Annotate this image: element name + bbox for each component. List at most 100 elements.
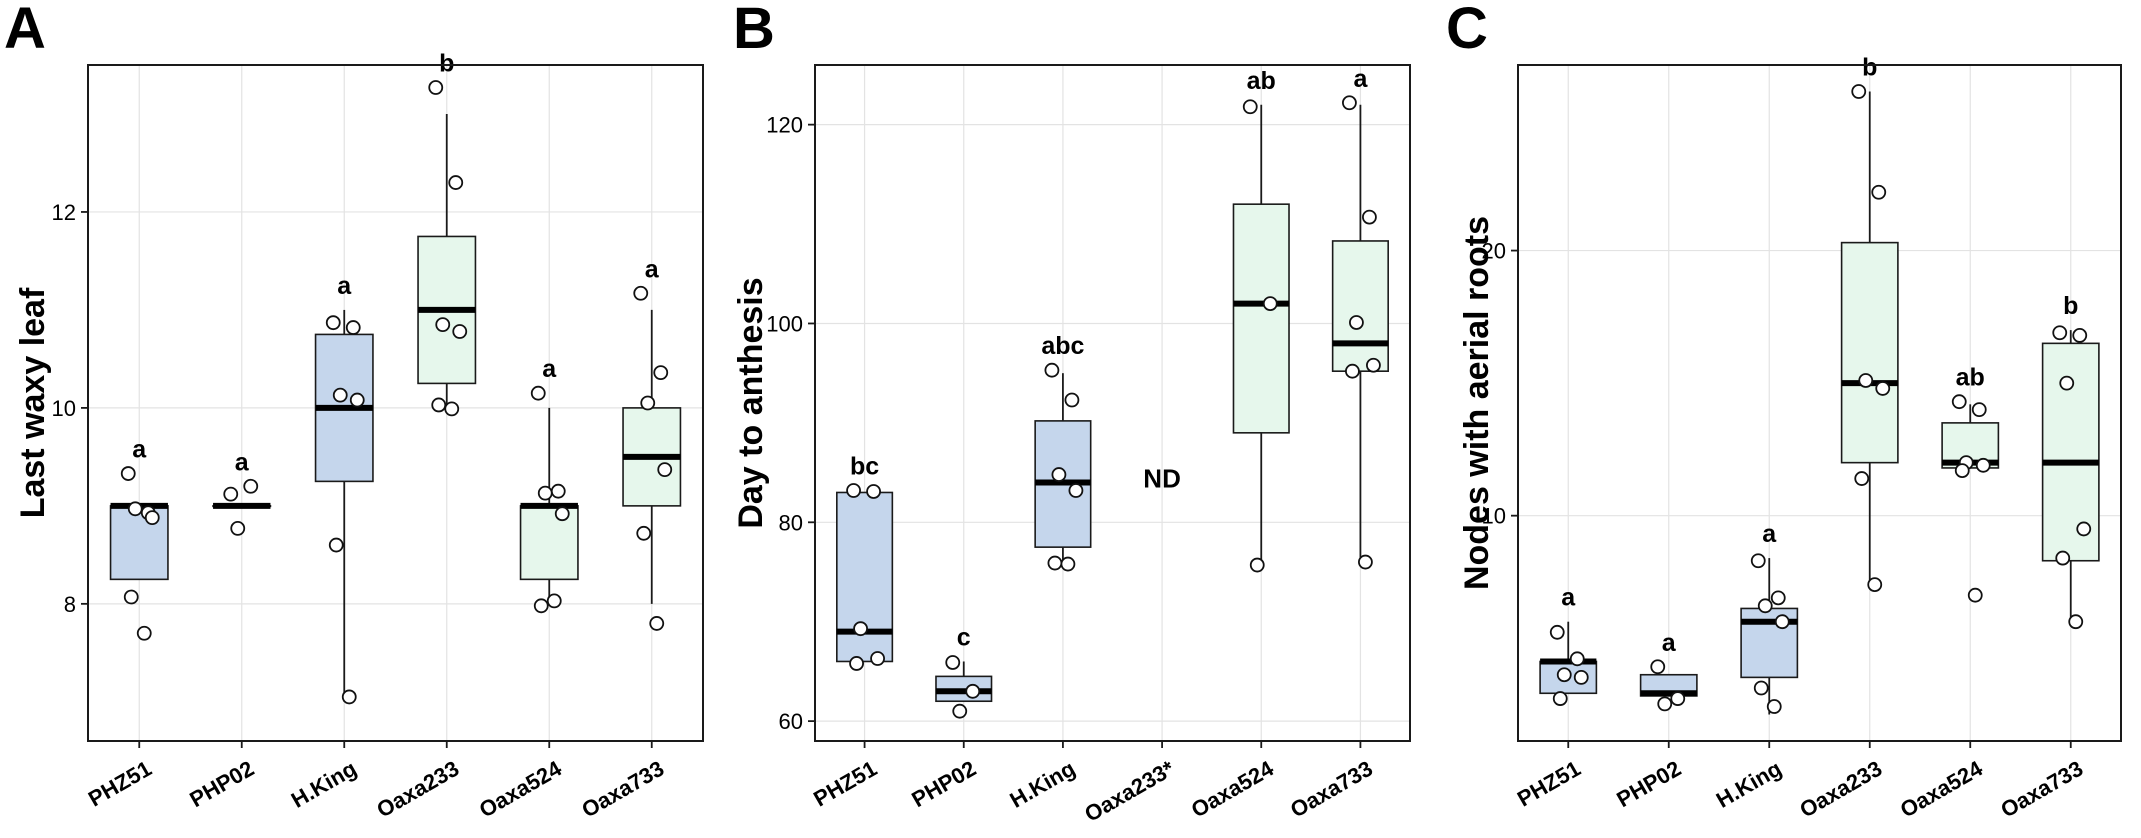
data-point	[530, 385, 546, 401]
data-point	[1358, 554, 1373, 570]
data-point	[1242, 99, 1258, 115]
data-point	[1060, 556, 1076, 572]
plot-frame	[814, 64, 1411, 742]
data-point	[1047, 555, 1063, 571]
data-point	[653, 365, 669, 381]
data-point	[633, 285, 649, 301]
data-point	[1854, 471, 1870, 486]
significance-letter: a	[1561, 584, 1576, 612]
box-group-PHZ51: a	[1539, 584, 1598, 706]
data-point	[1556, 667, 1572, 683]
data-point	[1362, 209, 1377, 225]
box-group-Oaxa233: b	[1840, 54, 1899, 592]
data-point	[2055, 550, 2071, 566]
significance-letter: b	[1862, 54, 1877, 82]
y-tick-label: 12	[52, 200, 76, 225]
data-point	[550, 483, 566, 499]
box-iqr	[519, 505, 579, 581]
data-point	[1349, 315, 1364, 330]
data-point	[649, 616, 665, 631]
significance-letter: a	[645, 255, 660, 283]
significance-letter: a	[542, 355, 557, 383]
significance-letter: ab	[1247, 67, 1276, 95]
box-group-Oaxa233: b	[417, 50, 477, 417]
data-point	[1552, 691, 1568, 706]
data-point	[2072, 327, 2088, 343]
box-group-H.King: a	[314, 272, 374, 705]
box-group-H.King: abc	[1034, 332, 1092, 572]
data-point	[636, 525, 652, 541]
data-point	[230, 521, 246, 536]
x-tick-label: Oaxa233	[372, 756, 463, 823]
panel-letter: A	[4, 0, 46, 61]
x-tick-label: H.King	[1006, 756, 1080, 813]
box-group-Oaxa524: ab	[1232, 67, 1290, 573]
data-point	[325, 315, 341, 331]
y-tick-label: 20	[1482, 239, 1506, 264]
data-point	[1875, 381, 1891, 396]
x-tick-label: PHP02	[907, 756, 980, 813]
box-group-Oaxa733: a	[1331, 65, 1389, 570]
data-point	[349, 392, 365, 408]
data-point	[136, 625, 152, 641]
data-point	[1766, 699, 1782, 714]
data-point	[657, 462, 673, 478]
y-tick-label: 10	[1482, 504, 1506, 529]
data-point	[533, 598, 549, 614]
panel-letter: B	[733, 0, 775, 61]
significance-letter: bc	[850, 452, 879, 480]
data-point	[1967, 587, 1983, 603]
data-point	[345, 320, 361, 335]
data-point	[444, 401, 460, 417]
data-point	[448, 175, 464, 190]
box-iqr	[836, 491, 894, 663]
data-point	[127, 501, 143, 517]
significance-letter: ab	[1956, 364, 1985, 392]
data-point	[554, 506, 570, 522]
data-point	[1657, 696, 1673, 712]
y-axis-title: Nodes with aerial roots	[1458, 216, 1496, 590]
data-point	[1650, 659, 1666, 675]
data-point	[1757, 598, 1773, 614]
x-tick-label: PHZ51	[809, 756, 881, 812]
plot-frame	[87, 64, 704, 742]
data-point	[1871, 184, 1887, 200]
data-point	[1044, 362, 1060, 378]
data-point	[1051, 467, 1067, 482]
y-tick-label: 120	[766, 113, 803, 138]
x-tick-label: PHP02	[185, 756, 258, 813]
data-point	[1971, 402, 1987, 418]
x-tick-label: Oaxa524	[475, 755, 567, 822]
data-point	[546, 593, 562, 609]
data-point	[2052, 325, 2068, 341]
data-point	[2076, 521, 2092, 537]
data-point	[1954, 463, 1970, 479]
data-point	[1068, 483, 1084, 498]
y-tick-label: 60	[779, 709, 803, 734]
x-tick-label: H.King	[287, 756, 361, 813]
data-point	[945, 655, 961, 670]
data-point	[1858, 373, 1874, 388]
box-group-Oaxa733: a	[622, 255, 682, 631]
x-tick-label: Oaxa524	[1896, 755, 1988, 822]
data-point	[952, 703, 968, 719]
data-point	[428, 80, 444, 95]
data-point	[1549, 624, 1565, 640]
data-point	[332, 387, 348, 403]
box-group-PHP02: a	[1639, 629, 1698, 712]
data-point	[223, 486, 239, 502]
data-point	[144, 510, 160, 526]
data-point	[328, 537, 344, 553]
data-point	[846, 483, 861, 498]
box-group-Oaxa733: b	[2041, 292, 2100, 630]
x-tick-label: Oaxa233*	[1080, 755, 1179, 826]
data-point	[965, 683, 981, 699]
data-point	[866, 484, 881, 499]
y-tick-label: 8	[64, 592, 76, 617]
data-point	[2059, 375, 2075, 391]
data-point	[1951, 394, 1967, 410]
data-point	[1975, 457, 1991, 473]
panel-B: B 60 80 100 120 Day to anthesis bc PHZ51 c PHP02 a…	[732, 0, 1411, 827]
data-point	[1345, 363, 1360, 379]
